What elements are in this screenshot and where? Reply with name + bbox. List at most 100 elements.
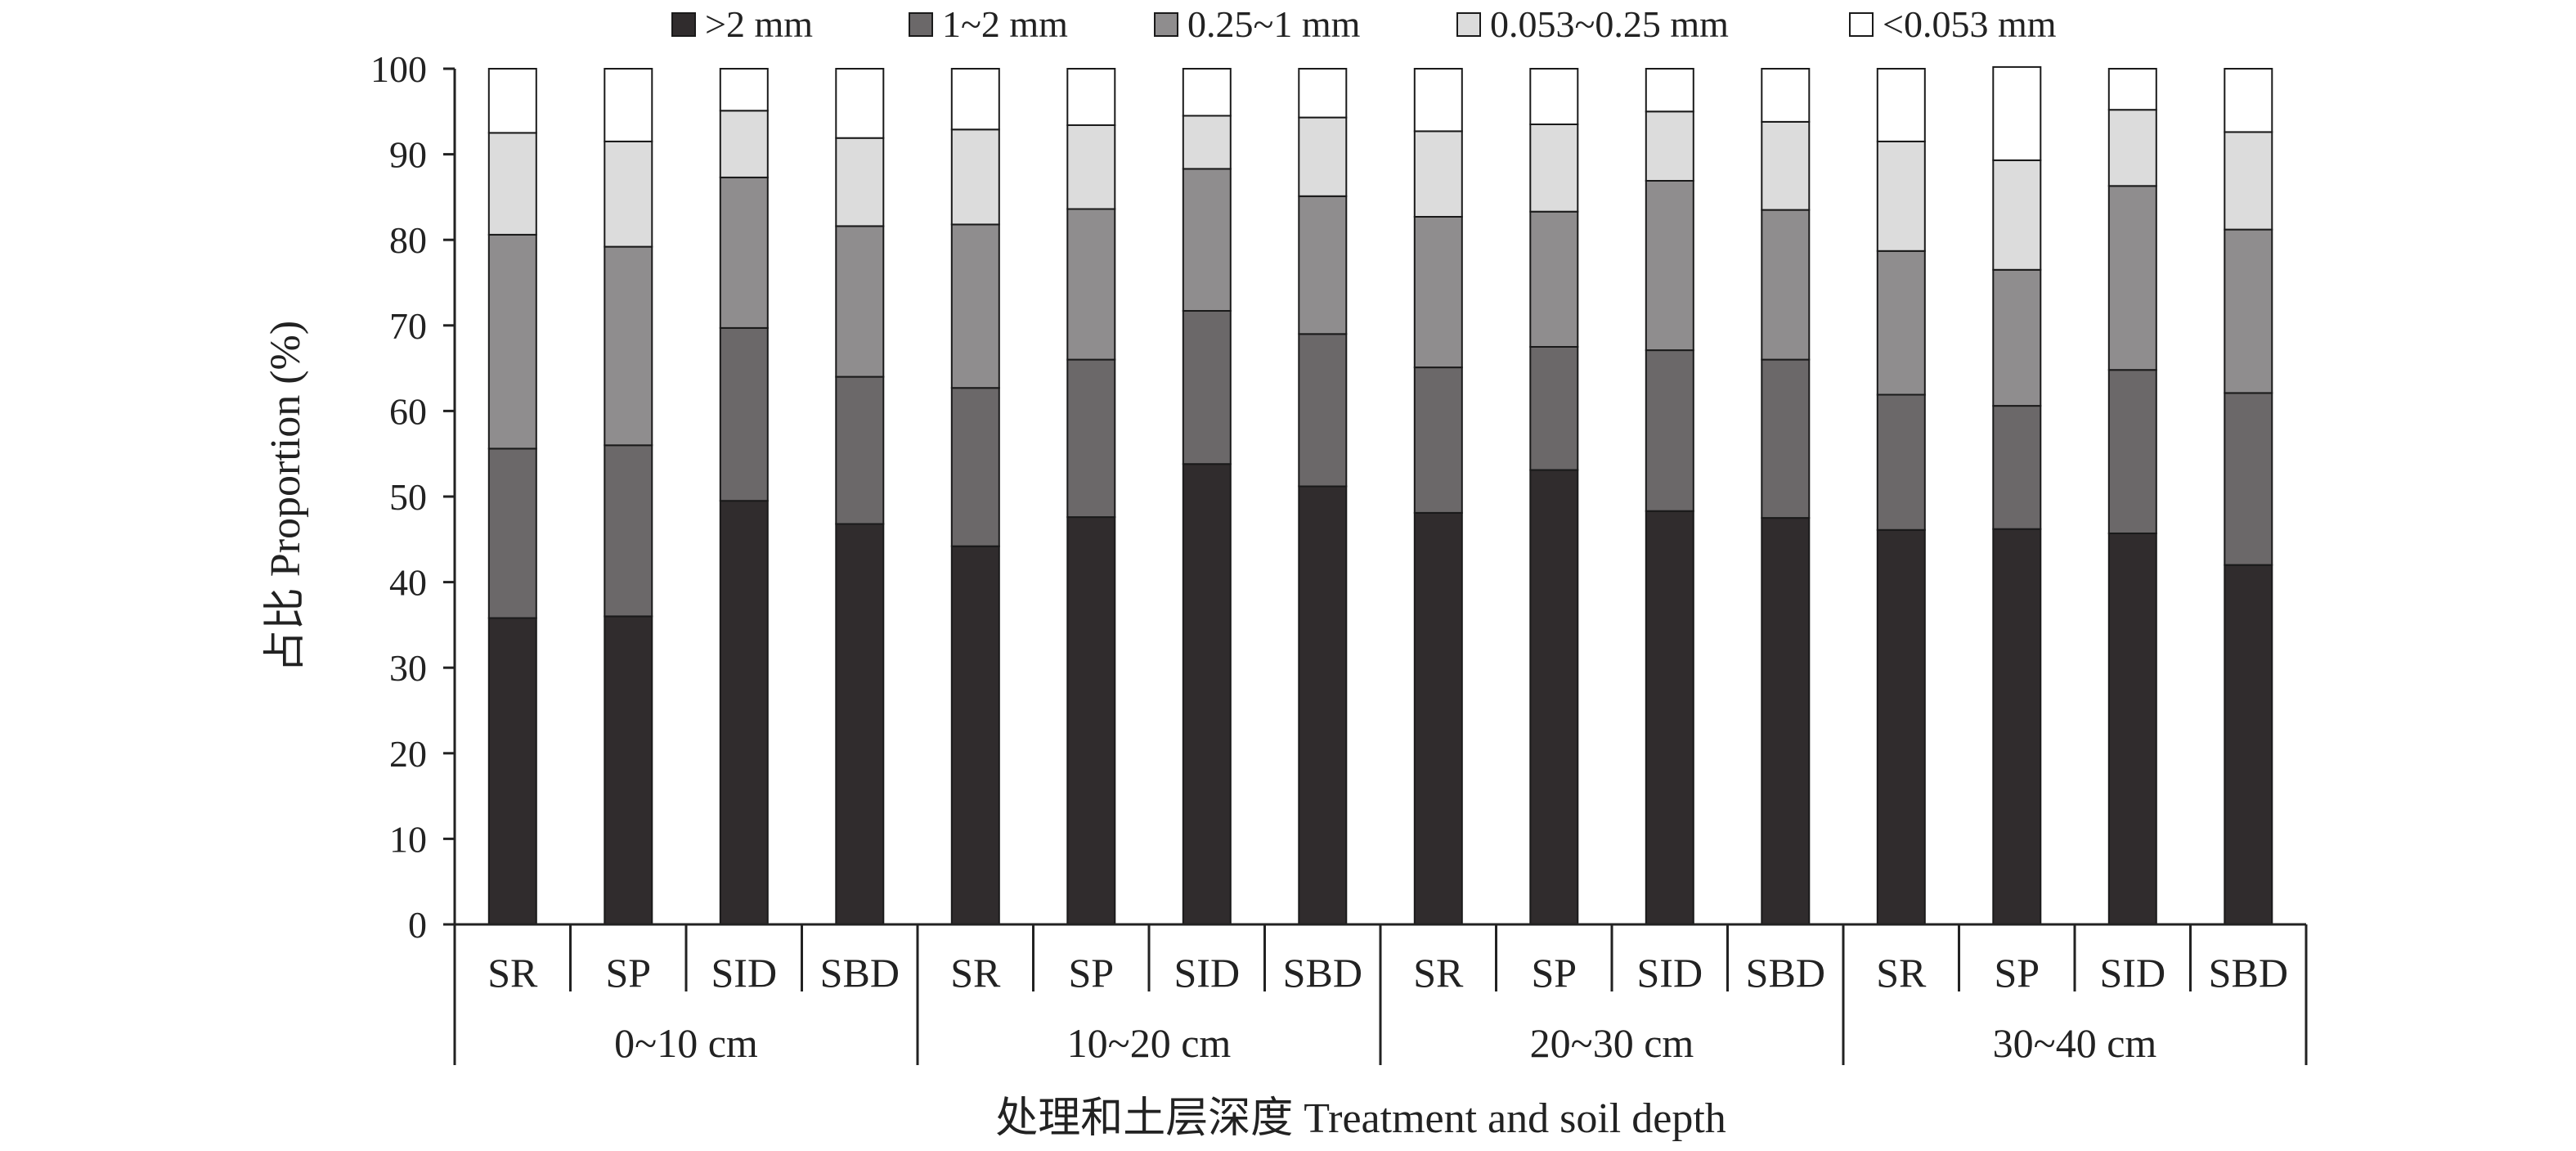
bar-segment-0-053-mm-0 <box>487 68 537 134</box>
bar-segment-2-mm-13 <box>1992 528 2042 925</box>
bars <box>487 65 2273 926</box>
bar-segment-1-2-mm-5 <box>1066 358 1116 519</box>
bar-segment-0-25-1-mm-8 <box>1413 216 1463 369</box>
bar-segment-2-mm-11 <box>1761 517 1811 925</box>
category-label-15: SBD <box>2209 950 2288 996</box>
bar-segment-0-053-mm-9 <box>1529 68 1579 125</box>
bar-segment-0-053-0-25-mm-10 <box>1645 110 1694 182</box>
bar-segment-0-25-1-mm-11 <box>1761 209 1811 361</box>
bar-segment-1-2-mm-10 <box>1645 349 1694 512</box>
group-label-3: 30~40 cm <box>1993 1020 2157 1066</box>
bar-segment-2-mm-2 <box>719 500 769 925</box>
bar-segment-0-25-1-mm-10 <box>1645 180 1694 352</box>
axes: 0 10 20 30 40 50 60 70 80 90 100 <box>370 48 2306 946</box>
bar-segment-0-053-0-25-mm-15 <box>2224 131 2273 231</box>
bar-segment-0-25-1-mm-0 <box>487 233 537 450</box>
bar-segment-0-053-mm-5 <box>1066 68 1116 126</box>
y-tick-label-40: 40 <box>389 562 427 604</box>
legend-swatch-2-mm <box>671 12 696 37</box>
category-label-14: SID <box>2100 950 2166 996</box>
legend-label-1-2-mm: 1~2 mm <box>942 3 1068 45</box>
bar-segment-1-2-mm-3 <box>835 375 885 525</box>
bar-segment-0-053-mm-7 <box>1298 68 1348 119</box>
bar-segment-2-mm-10 <box>1645 510 1694 925</box>
group-label-2: 20~30 cm <box>1530 1020 1694 1066</box>
bar-segment-0-053-mm-15 <box>2224 68 2273 133</box>
legend-label-0-053-mm: <0.053 mm <box>1883 3 2057 45</box>
x-axis-labels: SR SP SID SBD SR SP SID SBD SR SP SID SBD SR SP SID SBD… <box>453 924 2308 1066</box>
bar-segment-1-2-mm-6 <box>1182 310 1232 465</box>
bar-segment-2-mm-3 <box>835 523 885 925</box>
bar-segment-0-053-mm-3 <box>835 68 885 139</box>
category-label-5: SP <box>1068 950 1114 996</box>
bar-segment-1-2-mm-0 <box>487 447 537 619</box>
category-label-1: SP <box>605 950 651 996</box>
bar-segment-0-25-1-mm-15 <box>2224 228 2273 394</box>
bar-segment-0-053-mm-11 <box>1761 68 1811 123</box>
y-tick-label-20: 20 <box>389 733 427 775</box>
category-label-4: SR <box>950 950 1001 996</box>
bar-segment-0-053-mm-10 <box>1645 68 1694 113</box>
bar-segment-0-25-1-mm-7 <box>1298 195 1348 335</box>
bar-segment-0-25-1-mm-9 <box>1529 210 1579 348</box>
bar-segment-0-25-1-mm-13 <box>1992 268 2042 407</box>
bar-segment-1-2-mm-14 <box>2107 369 2157 535</box>
category-label-3: SBD <box>820 950 900 996</box>
legend-label-0-053-0-25-mm: 0.053~0.25 mm <box>1490 3 1729 45</box>
x-axis-title: 处理和土层深度 Treatment and soil depth <box>995 1095 1726 1142</box>
y-tick-label-60: 60 <box>389 390 427 432</box>
bar-segment-0-053-0-25-mm-1 <box>604 140 653 248</box>
category-label-7: SBD <box>1283 950 1362 996</box>
bar-segment-1-2-mm-1 <box>604 444 653 618</box>
bar-segment-0-053-0-25-mm-14 <box>2107 109 2157 187</box>
category-label-13: SP <box>1994 950 2040 996</box>
bar-segment-0-053-0-25-mm-4 <box>950 128 1000 226</box>
legend-label-0-25-1-mm: 0.25~1 mm <box>1187 3 1361 45</box>
category-label-2: SID <box>711 950 778 996</box>
legend-label-2-mm: >2 mm <box>705 3 813 45</box>
bar-segment-0-25-1-mm-5 <box>1066 208 1116 361</box>
bar-segment-0-053-0-25-mm-2 <box>719 110 769 178</box>
y-tick-label-30: 30 <box>389 647 427 689</box>
legend: >2 mm 1~2 mm 0.25~1 mm 0.053~0.25 mm <0.053 … <box>671 3 2057 45</box>
bar-segment-0-053-mm-14 <box>2107 68 2157 111</box>
bar-segment-1-2-mm-4 <box>950 387 1000 547</box>
bar-segment-0-25-1-mm-2 <box>719 176 769 329</box>
bar-segment-0-053-0-25-mm-9 <box>1529 124 1579 213</box>
bar-segment-2-mm-15 <box>2224 564 2273 925</box>
y-axis-title: 占比 Proportion (%) <box>263 321 309 672</box>
bar-segment-2-mm-7 <box>1298 485 1348 925</box>
bar-segment-0-053-mm-6 <box>1182 68 1232 117</box>
y-tick-label-70: 70 <box>389 305 427 347</box>
bar-segment-0-053-mm-1 <box>604 68 653 142</box>
bar-segment-1-2-mm-13 <box>1992 405 2042 530</box>
bar-segment-0-053-0-25-mm-13 <box>1992 159 2042 271</box>
bar-segment-2-mm-4 <box>950 545 1000 925</box>
category-label-11: SBD <box>1746 950 1825 996</box>
bar-segment-2-mm-8 <box>1413 511 1463 926</box>
bar-segment-0-053-mm-8 <box>1413 68 1463 133</box>
bar-segment-0-053-0-25-mm-7 <box>1298 116 1348 197</box>
bar-segment-2-mm-5 <box>1066 516 1116 925</box>
bar-segment-0-25-1-mm-1 <box>604 245 653 447</box>
bar-segment-2-mm-1 <box>604 615 653 926</box>
bar-segment-0-053-0-25-mm-3 <box>835 137 885 227</box>
category-label-9: SP <box>1531 950 1577 996</box>
bar-segment-0-053-mm-2 <box>719 68 769 112</box>
category-label-8: SR <box>1413 950 1464 996</box>
legend-swatch-1-2-mm <box>909 12 933 37</box>
category-label-6: SID <box>1174 950 1241 996</box>
group-label-0: 0~10 cm <box>614 1020 758 1066</box>
bar-segment-0-053-0-25-mm-0 <box>487 132 537 236</box>
bar-segment-1-2-mm-15 <box>2224 392 2273 566</box>
bar-segment-2-mm-14 <box>2107 533 2157 925</box>
bar-segment-0-053-mm-13 <box>1992 65 2042 161</box>
bar-segment-1-2-mm-7 <box>1298 333 1348 488</box>
bar-segment-1-2-mm-2 <box>719 326 769 502</box>
bar-segment-0-25-1-mm-6 <box>1182 168 1232 312</box>
bar-segment-0-053-0-25-mm-12 <box>1876 140 1926 252</box>
bar-segment-0-053-0-25-mm-6 <box>1182 115 1232 170</box>
bar-segment-1-2-mm-12 <box>1876 393 1926 531</box>
bar-segment-2-mm-6 <box>1182 463 1232 925</box>
